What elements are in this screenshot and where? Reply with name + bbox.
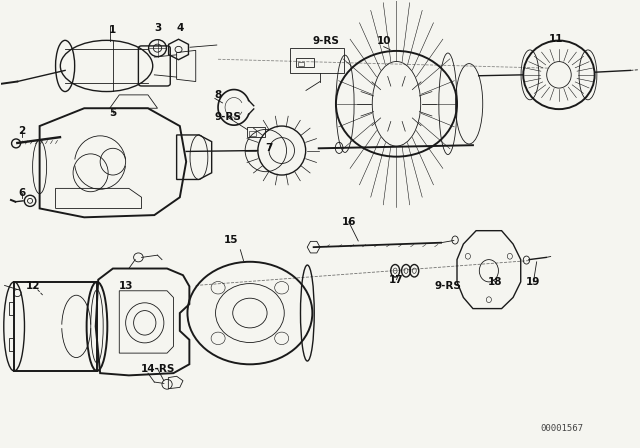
Text: 00001567: 00001567 (541, 424, 584, 433)
Text: 15: 15 (223, 235, 238, 245)
Text: 3: 3 (154, 23, 161, 33)
Bar (247, 127, 265, 137)
Text: 11: 11 (548, 34, 563, 44)
Text: 6: 6 (18, 188, 26, 198)
Text: 18: 18 (488, 277, 502, 287)
Bar (14, 282, 97, 371)
Text: 1: 1 (109, 26, 116, 35)
Text: 9-RS: 9-RS (434, 281, 461, 291)
Bar (249, 131, 255, 136)
Text: 5: 5 (109, 108, 116, 118)
Text: 8: 8 (214, 90, 221, 100)
Text: 2: 2 (18, 125, 26, 135)
Bar (290, 48, 344, 73)
Text: 12: 12 (26, 281, 40, 291)
Text: 13: 13 (118, 281, 133, 291)
Text: 17: 17 (389, 275, 404, 284)
Text: 19: 19 (526, 277, 541, 287)
Text: 10: 10 (376, 36, 391, 47)
Text: 14-RS: 14-RS (140, 364, 175, 374)
Text: 7: 7 (266, 143, 273, 153)
Bar (296, 58, 314, 67)
Bar (298, 62, 304, 66)
Text: 4: 4 (176, 23, 184, 33)
Text: 16: 16 (341, 217, 356, 227)
Text: 9-RS: 9-RS (214, 112, 241, 122)
Text: 9-RS: 9-RS (313, 36, 340, 47)
